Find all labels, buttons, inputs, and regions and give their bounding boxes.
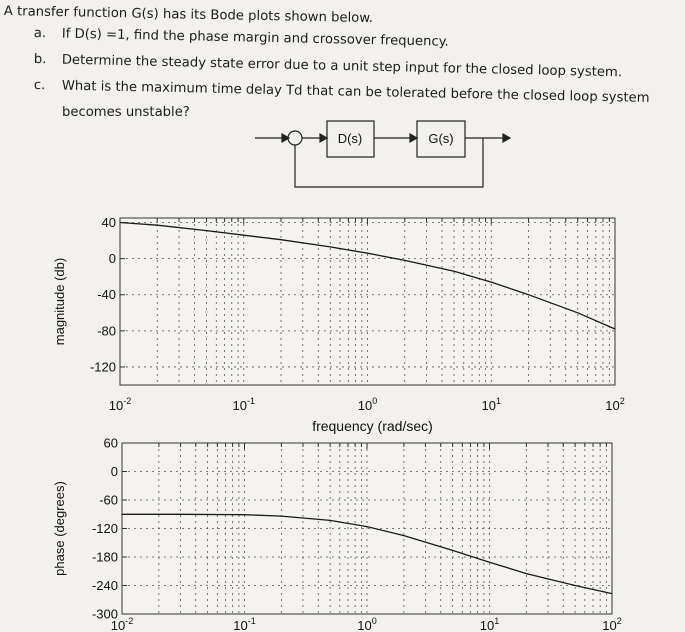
y-tick-label: 40 — [102, 215, 116, 230]
y-axis-label: phase (degrees) — [52, 481, 67, 576]
x-tick-label: 102 — [605, 396, 624, 413]
output-arrowhead — [502, 132, 512, 144]
data-line — [122, 513, 613, 595]
x-tick-label: 102 — [602, 616, 621, 632]
y-tick-label: -240 — [92, 578, 118, 593]
x-tick-label: 10-1 — [233, 616, 255, 632]
x-tick-label: 100 — [357, 616, 376, 632]
x-tick-label: 10-1 — [233, 396, 255, 413]
block-diagram — [255, 120, 512, 188]
x-tick-label: 100 — [358, 396, 377, 413]
input-arrowhead — [281, 132, 291, 144]
part-c-continuation: becomes unstable? — [62, 105, 190, 120]
data-line — [119, 221, 616, 330]
x-tick-label: 101 — [482, 396, 501, 413]
y-tick-label: 0 — [111, 464, 118, 479]
y-tick-label: 60 — [104, 436, 118, 451]
y-tick-label: -60 — [99, 493, 118, 508]
y-tick-label: 0 — [109, 251, 116, 266]
y-tick-label: -180 — [92, 550, 118, 565]
y-tick-label: -40 — [97, 287, 116, 302]
y-tick-label: -120 — [92, 521, 118, 536]
y-tick-label: -80 — [97, 323, 116, 338]
plant-arrowhead — [409, 132, 419, 144]
y-axis-label: magnitude (db) — [52, 258, 67, 345]
plant-block — [416, 120, 466, 158]
x-tick-label: 10-2 — [109, 396, 131, 413]
x-tick-label: 101 — [480, 616, 499, 632]
plant-label: G(s) — [428, 131, 453, 146]
controller-arrowhead — [319, 132, 329, 144]
controller-block — [326, 120, 375, 158]
magnitude-plot: 40 0 -40 -80 -120 10-2 10-1 100 101 102 magnitude … — [52, 215, 625, 434]
y-tick-label: -120 — [90, 359, 116, 374]
feedback-path — [294, 138, 484, 188]
y-tick-label: -300 — [92, 607, 118, 622]
x-tick-label: 10-2 — [111, 616, 133, 632]
controller-label: D(s) — [338, 131, 363, 146]
x-axis-label: frequency (rad/sec) — [312, 418, 433, 434]
